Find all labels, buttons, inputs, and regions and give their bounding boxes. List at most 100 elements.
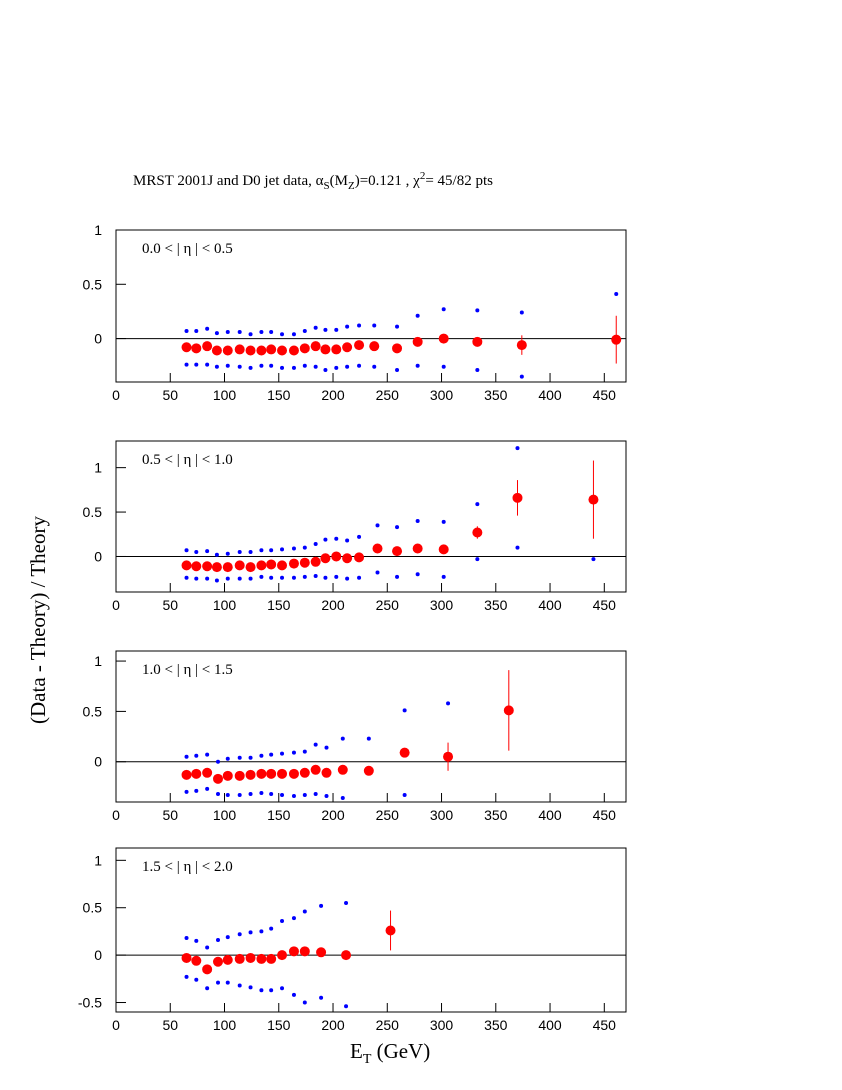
band-point: [205, 986, 210, 991]
band-point: [194, 753, 199, 758]
band-point: [205, 945, 210, 950]
data-point: [191, 343, 202, 354]
data-point: [222, 345, 233, 356]
data-point: [372, 543, 383, 554]
band-point: [259, 988, 264, 993]
band-point: [357, 534, 362, 539]
band-point: [395, 368, 400, 373]
band-point: [475, 308, 480, 313]
band-point: [194, 362, 199, 367]
band-point: [248, 332, 253, 337]
band-point: [357, 323, 362, 328]
band-point: [291, 916, 296, 921]
data-point: [234, 344, 245, 355]
data-point: [234, 770, 245, 781]
x-tick-label: 300: [430, 1017, 454, 1033]
data-point: [299, 767, 310, 778]
x-tick-label: 250: [376, 807, 400, 823]
data-point: [222, 770, 233, 781]
x-tick-label: 350: [484, 807, 508, 823]
band-point: [248, 576, 253, 581]
data-point: [438, 544, 449, 555]
band-point: [313, 574, 318, 579]
band-point: [248, 985, 253, 990]
band-point: [415, 572, 420, 577]
band-point: [591, 557, 596, 562]
data-point: [202, 341, 213, 352]
band-point: [415, 518, 420, 523]
band-point: [269, 791, 274, 796]
band-point: [475, 557, 480, 562]
band-point: [375, 570, 380, 575]
data-point: [222, 954, 233, 965]
x-tick-label: 50: [162, 1017, 178, 1033]
band-point: [237, 330, 242, 335]
data-point: [316, 947, 327, 958]
data-point: [213, 956, 223, 967]
band-point: [415, 313, 420, 318]
data-point: [399, 747, 410, 758]
data-point: [412, 336, 423, 347]
panel-label: 1.5 < | η | < 2.0: [142, 859, 233, 875]
band-point: [216, 791, 220, 796]
x-label-part: T: [363, 1052, 372, 1067]
title-part: (M: [330, 173, 348, 189]
band-point: [225, 980, 230, 985]
data-point: [211, 562, 222, 573]
data-point: [354, 552, 365, 563]
x-tick-label: 100: [213, 1017, 237, 1033]
title-part: = 45/82 pts: [425, 173, 493, 189]
band-point: [366, 736, 371, 741]
band-point: [184, 328, 189, 333]
band-point: [614, 292, 619, 297]
band-point: [441, 574, 446, 579]
x-tick-label: 400: [538, 1017, 562, 1033]
band-point: [515, 446, 520, 451]
band-point: [269, 752, 274, 757]
band-point: [214, 578, 219, 583]
band-point: [313, 742, 318, 747]
data-point: [299, 343, 310, 354]
band-point: [291, 750, 296, 755]
data-point: [277, 345, 288, 356]
band-point: [344, 1004, 349, 1009]
y-tick-label: 1: [94, 852, 102, 868]
y-tick-label: 1: [94, 653, 102, 669]
band-point: [357, 363, 362, 368]
x-label-part: (GeV): [371, 1039, 430, 1063]
data-point: [299, 557, 310, 568]
data-point: [245, 952, 256, 963]
data-point: [342, 553, 353, 564]
x-tick-label: 200: [321, 597, 345, 613]
band-point: [184, 936, 189, 941]
band-point: [345, 538, 350, 543]
band-point: [259, 790, 264, 795]
data-point: [320, 344, 331, 355]
band-point: [205, 752, 210, 757]
band-point: [280, 751, 285, 756]
band-point: [291, 332, 296, 337]
x-tick-label: 300: [430, 387, 454, 403]
data-point: [363, 765, 374, 776]
band-point: [237, 983, 242, 988]
band-point: [205, 362, 210, 367]
band-point: [280, 332, 285, 337]
band-point: [291, 546, 296, 551]
data-point: [256, 345, 267, 356]
band-point: [216, 759, 220, 764]
band-point: [225, 756, 230, 761]
band-point: [225, 576, 230, 581]
data-point: [191, 955, 202, 966]
data-point: [277, 560, 288, 571]
x-tick-label: 50: [162, 387, 178, 403]
band-point: [225, 551, 230, 556]
data-point: [443, 751, 454, 762]
x-tick-label: 100: [213, 597, 237, 613]
band-point: [475, 368, 480, 373]
band-point: [340, 736, 345, 741]
band-point: [475, 502, 480, 507]
band-point: [269, 548, 274, 553]
band-point: [313, 542, 318, 547]
band-point: [259, 330, 264, 335]
band-point: [313, 325, 318, 330]
